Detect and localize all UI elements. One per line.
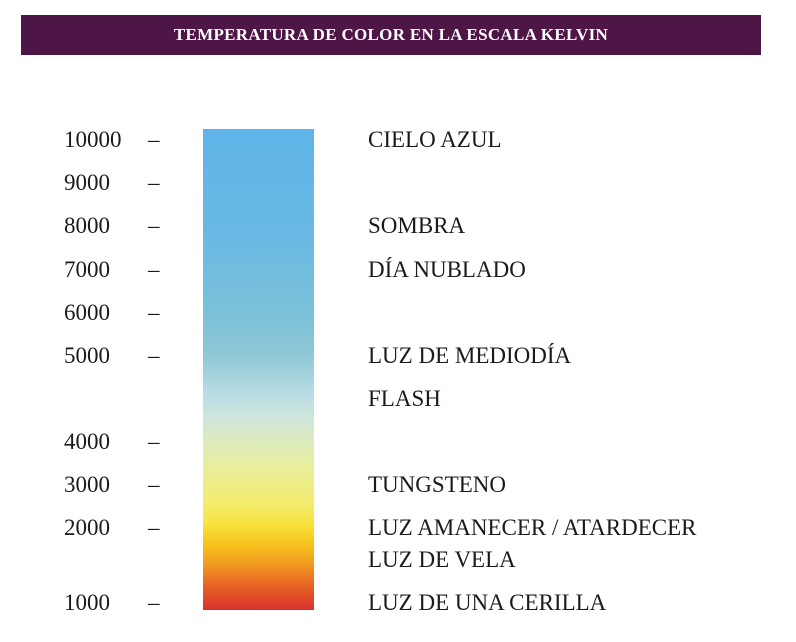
tick-dash: –	[148, 515, 160, 540]
tick-dash: –	[148, 127, 160, 152]
tick-dash: –	[148, 429, 160, 454]
tick-value: 5000	[64, 343, 110, 368]
tick-dash: –	[148, 170, 160, 195]
tick-value: 7000	[64, 257, 110, 282]
tick-value: 9000	[64, 170, 110, 195]
label-luz-de-una-cerilla: LUZ DE UNA CERILLA	[368, 590, 607, 615]
tick-value: 1000	[64, 590, 110, 615]
label-luz-de-vela: LUZ DE VELA	[368, 547, 516, 572]
label-dia-nublado: DÍA NUBLADO	[368, 257, 526, 282]
tick-dash: –	[148, 300, 160, 325]
tick-value: 10000	[64, 127, 122, 152]
tick-value: 4000	[64, 429, 110, 454]
label-sombra: SOMBRA	[368, 213, 466, 238]
label-luz-amanecer-atardecer: LUZ AMANECER / ATARDECER	[368, 515, 697, 540]
label-cielo-azul: CIELO AZUL	[368, 127, 502, 152]
diagram-title: TEMPERATURA DE COLOR EN LA ESCALA KELVIN	[173, 25, 609, 44]
color-temperature-gradient-bar	[203, 129, 314, 610]
title-banner: TEMPERATURA DE COLOR EN LA ESCALA KELVIN	[21, 15, 761, 55]
label-tungsteno: TUNGSTENO	[368, 472, 506, 497]
tick-dash: –	[148, 343, 160, 368]
tick-dash: –	[148, 213, 160, 238]
tick-dash: –	[148, 472, 160, 497]
tick-value: 3000	[64, 472, 110, 497]
tick-dash: –	[148, 590, 160, 615]
tick-dash: –	[148, 257, 160, 282]
tick-value: 2000	[64, 515, 110, 540]
label-flash: FLASH	[368, 386, 441, 411]
tick-value: 8000	[64, 213, 110, 238]
tick-value: 6000	[64, 300, 110, 325]
label-luz-de-mediodia: LUZ DE MEDIODÍA	[368, 343, 572, 368]
